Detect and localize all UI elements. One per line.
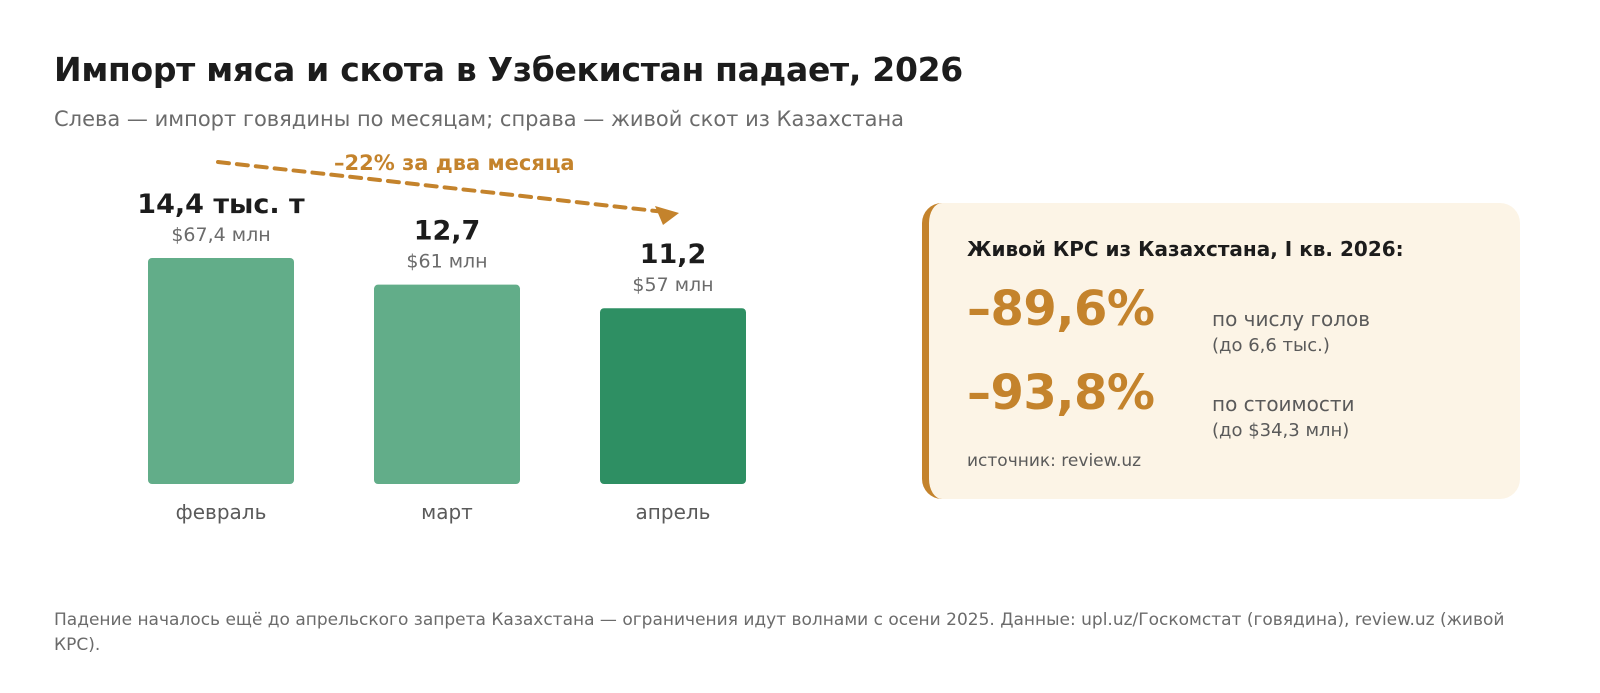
bar-chart: 14,4 тыс. т $67,4 млн февраль 12,7 $61 млн ма… <box>137 160 746 524</box>
trend-arrow-line <box>216 160 667 214</box>
secondary-label-февраль: $67,4 млн <box>171 224 270 246</box>
value-label-март: 12,7 <box>414 216 481 247</box>
page-subtitle: Слева — импорт говядины по месяцам; спра… <box>54 107 905 131</box>
secondary-label-март: $61 млн <box>406 251 487 273</box>
category-label-апрель: апрель <box>636 500 711 524</box>
category-label-март: март <box>421 500 473 524</box>
metric-heads-value: –89,6% <box>967 281 1155 337</box>
value-label-февраль: 14,4 тыс. т <box>137 189 305 220</box>
metric-value-label: по стоимости <box>1212 392 1355 416</box>
page-title: Импорт мяса и скота в Узбекистан падает,… <box>54 50 963 89</box>
card-source: источник: review.uz <box>967 451 1142 471</box>
trend-annotation: –22% за два месяца <box>334 151 575 175</box>
secondary-label-апрель: $57 млн <box>632 274 713 296</box>
metric-heads-note: (до 6,6 тыс.) <box>1212 335 1330 356</box>
livestock-card: Живой КРС из Казахстана, I кв. 2026: –89… <box>922 203 1520 499</box>
trend-arrow-head <box>655 206 679 225</box>
bar-март <box>374 284 520 484</box>
footnote: Падение началось ещё до апрельского запр… <box>54 610 1505 655</box>
metric-value-value: –93,8% <box>967 365 1155 421</box>
metric-heads-label: по числу голов <box>1212 307 1371 331</box>
metric-value-note: (до $34,3 млн) <box>1212 420 1350 441</box>
category-label-февраль: февраль <box>176 500 267 524</box>
value-label-апрель: 11,2 <box>640 239 707 270</box>
card-title: Живой КРС из Казахстана, I кв. 2026: <box>967 237 1404 261</box>
bar-апрель <box>600 308 746 484</box>
metric-value-description: по стоимости (до $34,3 млн) <box>1212 392 1355 441</box>
bar-февраль <box>148 258 294 484</box>
metric-heads-description: по числу голов (до 6,6 тыс.) <box>1212 307 1370 356</box>
